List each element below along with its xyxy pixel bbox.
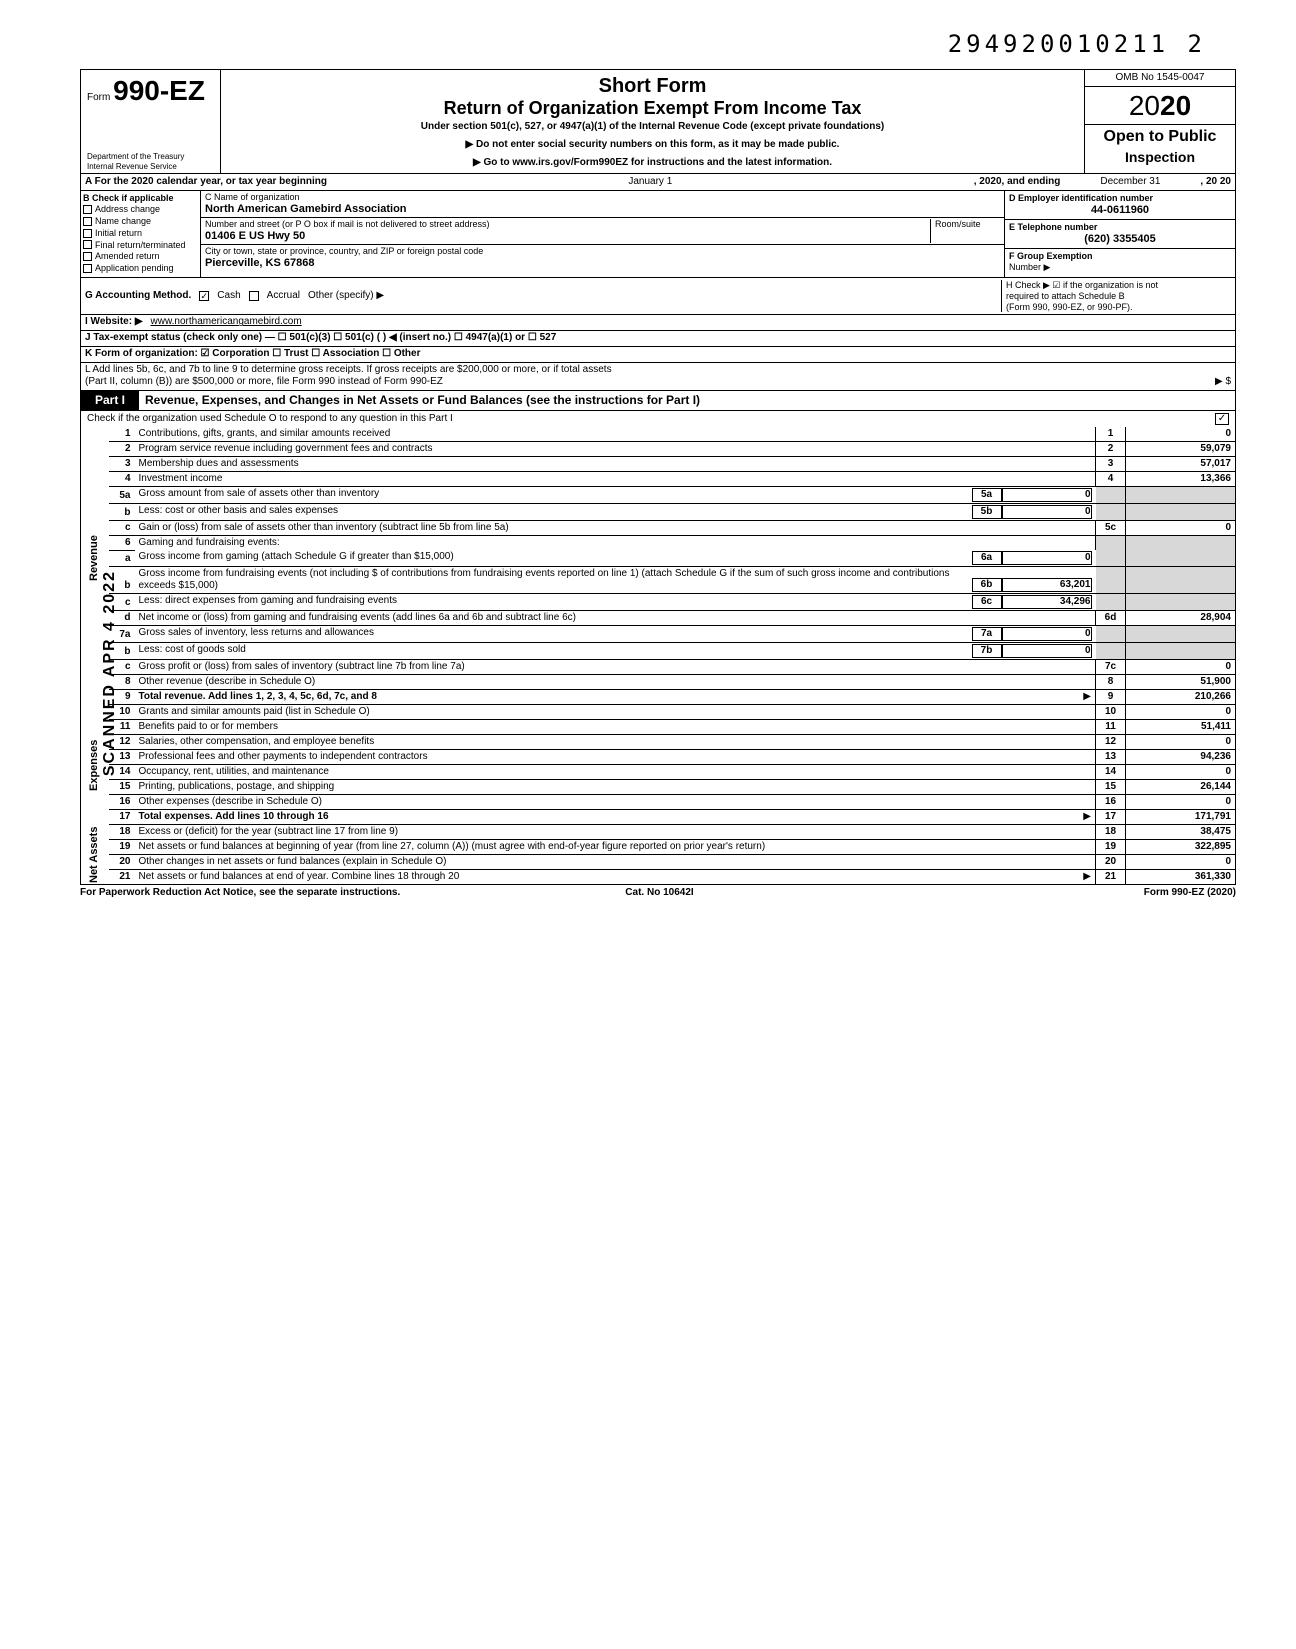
under-section: Under section 501(c), 527, or 4947(a)(1)…: [227, 121, 1078, 133]
goto-url: ▶ Go to www.irs.gov/Form990EZ for instru…: [227, 157, 1078, 169]
tax-year: 2020: [1085, 87, 1235, 126]
part1-check: Check if the organization used Schedule …: [80, 411, 1236, 427]
phone: (620) 3355405: [1009, 233, 1231, 246]
chk-initial[interactable]: [83, 229, 92, 238]
block-bcde: B Check if applicable Address change Nam…: [80, 191, 1236, 278]
row-l: L Add lines 5b, 6c, and 7b to line 9 to …: [80, 362, 1236, 391]
ssn-warning: ▶ Do not enter social security numbers o…: [227, 139, 1078, 151]
chk-final[interactable]: [83, 240, 92, 249]
return-title: Return of Organization Exempt From Incom…: [227, 98, 1078, 120]
chk-amended[interactable]: [83, 252, 92, 261]
row-a-tax-year: A For the 2020 calendar year, or tax yea…: [80, 174, 1236, 191]
org-street: 01406 E US Hwy 50: [205, 230, 930, 243]
lines-table: Revenue 1Contributions, gifts, grants, a…: [80, 427, 1236, 886]
row-h: H Check ▶ ☑ if the organization is not r…: [1001, 280, 1231, 312]
row-j: J Tax-exempt status (check only one) — ☐…: [80, 330, 1236, 347]
col-c-org-info: C Name of organization North American Ga…: [201, 191, 1005, 277]
dln-number: 294920010211 2: [80, 30, 1206, 59]
side-netassets: Net Assets: [81, 825, 109, 885]
col-de: D Employer identification number 44-0611…: [1005, 191, 1235, 277]
chk-accrual[interactable]: [249, 291, 259, 301]
form-header: Form 990-EZ Department of the Treasury I…: [80, 69, 1236, 175]
inspection: Inspection: [1085, 149, 1235, 166]
scanned-stamp: SCANNED APR 4 2022: [100, 570, 119, 776]
chk-pending[interactable]: [83, 264, 92, 273]
dept-treasury: Department of the Treasury Internal Reve…: [87, 152, 184, 171]
chk-name[interactable]: [83, 217, 92, 226]
row-g: G Accounting Method. ✓Cash Accrual Other…: [80, 278, 1236, 315]
website: www.northamericangamebird.com: [151, 316, 302, 328]
part1-header: Part I Revenue, Expenses, and Changes in…: [80, 391, 1236, 410]
short-form-title: Short Form: [227, 74, 1078, 98]
omb-number: OMB No 1545-0047: [1085, 70, 1235, 87]
chk-address[interactable]: [83, 205, 92, 214]
row-i: I Website: ▶ www.northamericangamebird.c…: [80, 314, 1236, 331]
col-b-checkboxes: B Check if applicable Address change Nam…: [81, 191, 201, 277]
form-prefix: Form: [87, 92, 110, 103]
row-k: K Form of organization: ☑ Corporation ☐ …: [80, 346, 1236, 363]
chk-cash[interactable]: ✓: [199, 291, 209, 301]
org-city: Pierceville, KS 67868: [205, 257, 1000, 270]
footer: For Paperwork Reduction Act Notice, see …: [80, 887, 1236, 899]
open-to-public: Open to Public: [1085, 125, 1235, 148]
form-number: 990-EZ: [113, 75, 205, 106]
ein: 44-0611960: [1009, 204, 1231, 217]
org-name: North American Gamebird Association: [205, 203, 1000, 216]
chk-schedule-o[interactable]: ✓: [1215, 413, 1229, 425]
